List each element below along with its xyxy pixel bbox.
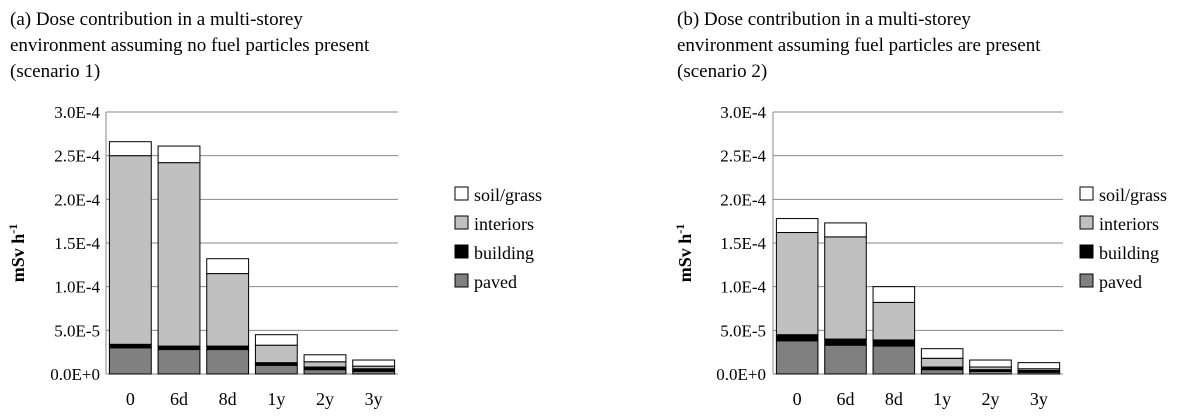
bar-segment-paved (775, 340, 819, 375)
bar-segment-soil-grass (872, 286, 916, 303)
y-tick-label: 1.5E-4 (54, 234, 100, 253)
y-tick-label: 1.5E-4 (720, 234, 766, 253)
chart-title-line: (scenario 1) (10, 61, 100, 82)
legend-swatch-soil-grass (1079, 186, 1094, 201)
legend-label: interiors (474, 214, 534, 234)
legend-swatch-interiors (454, 215, 469, 230)
legend-swatch-soil-grass (454, 186, 469, 201)
chart-b: (b) Dose contribution in a multi-storey e… (673, 9, 1167, 409)
bar-segment-interiors (872, 301, 916, 341)
y-tick-label: 2.5E-4 (54, 147, 100, 166)
bar-segment-building (775, 334, 819, 342)
x-tick-label: 0 (126, 389, 135, 409)
x-tick-label: 2y (982, 389, 1000, 409)
legend-label: building (1099, 243, 1159, 263)
chart-title-line: environment assuming fuel particles are … (677, 35, 1041, 56)
legend-swatch-paved (1079, 273, 1094, 288)
bar-segment-paved (206, 349, 250, 375)
legend-label: paved (474, 272, 517, 292)
bar-segment-paved (108, 347, 152, 375)
bar-segment-interiors (157, 162, 201, 347)
bar-segment-soil-grass (1017, 362, 1061, 370)
bar-segment-interiors (254, 344, 298, 364)
x-tick-label: 8d (219, 389, 237, 409)
bar-segment-interiors (108, 155, 152, 345)
y-tick-label: 2.0E-4 (54, 190, 100, 209)
x-tick-label: 3y (1030, 389, 1048, 409)
legend-label: soil/grass (1099, 185, 1167, 205)
y-tick-label: 5.0E-5 (720, 321, 766, 340)
legend-label: building (474, 243, 534, 263)
y-axis-label-unit: mSv h (675, 234, 695, 283)
legend-swatch-building (1079, 244, 1094, 259)
bar-segment-soil-grass (157, 145, 201, 164)
legend-swatch-paved (454, 273, 469, 288)
y-tick-label: 1.0E-4 (720, 278, 766, 297)
bar-segment-building (157, 345, 201, 351)
bar-segment-soil-grass (303, 354, 347, 363)
y-tick-label: 3.0E-4 (720, 103, 766, 122)
x-tick-label: 6d (170, 389, 188, 409)
bar-segment-soil-grass (824, 222, 867, 238)
bar-segment-paved (920, 369, 964, 375)
x-tick-label: 1y (933, 389, 951, 409)
legend-label: soil/grass (474, 185, 542, 205)
chart-title-line: (scenario 2) (677, 61, 767, 82)
bar-segment-soil-grass (920, 348, 964, 359)
y-axis-label-superscript: -1 (6, 224, 20, 234)
x-tick-label: 1y (267, 389, 285, 409)
legend-swatch-building (454, 244, 469, 259)
chart-title-line: (b) Dose contribution in a multi-storey (677, 9, 971, 30)
x-tick-label: 2y (316, 389, 334, 409)
x-tick-label: 3y (365, 389, 383, 409)
bar-segment-soil-grass (352, 359, 396, 367)
bar-segment-soil-grass (206, 258, 250, 275)
chart-title-line: (a) Dose contribution in a multi-storey (10, 9, 303, 30)
y-tick-label: 0.0E+0 (50, 365, 100, 384)
legend-label: paved (1099, 272, 1142, 292)
y-tick-label: 0.0E+0 (716, 365, 766, 384)
bar-segment-paved (824, 344, 867, 375)
y-tick-label: 3.0E-4 (54, 103, 100, 122)
bar-segment-interiors (920, 357, 964, 368)
bar-segment-paved (254, 364, 298, 375)
bar-segment-building (872, 339, 916, 347)
chart-title-line: environment assuming no fuel particles p… (10, 35, 370, 56)
bar-segment-interiors (824, 236, 867, 340)
y-axis-label: mSv h-1 (6, 224, 28, 283)
bar-segment-building (108, 343, 152, 349)
bar-segment-interiors (206, 273, 250, 347)
y-axis-label-superscript: -1 (673, 224, 687, 234)
bar-segment-soil-grass (775, 218, 819, 234)
bar-segment-soil-grass (254, 334, 298, 346)
x-tick-label: 0 (793, 389, 802, 409)
legend-swatch-interiors (1079, 215, 1094, 230)
y-tick-label: 2.0E-4 (720, 190, 766, 209)
bar-segment-soil-grass (108, 141, 152, 157)
y-tick-label: 5.0E-5 (54, 321, 100, 340)
chart-a: (a) Dose contribution in a multi-storey e… (6, 9, 542, 409)
y-tick-label: 1.0E-4 (54, 278, 100, 297)
bar-segment-soil-grass (969, 359, 1012, 368)
bar-segment-paved (872, 345, 916, 375)
y-tick-label: 2.5E-4 (720, 147, 766, 166)
bar-segment-interiors (775, 232, 819, 336)
y-axis-label: mSv h-1 (673, 224, 695, 283)
bar-segment-building (824, 338, 867, 346)
bar-segment-building (206, 345, 250, 351)
bar-segment-paved (157, 349, 201, 375)
x-tick-label: 6d (837, 389, 855, 409)
legend-label: interiors (1099, 214, 1159, 234)
x-tick-label: 8d (885, 389, 903, 409)
bar-segment-interiors (303, 361, 347, 368)
bar-segment-paved (303, 369, 347, 375)
y-axis-label-unit: mSv h (8, 234, 28, 283)
